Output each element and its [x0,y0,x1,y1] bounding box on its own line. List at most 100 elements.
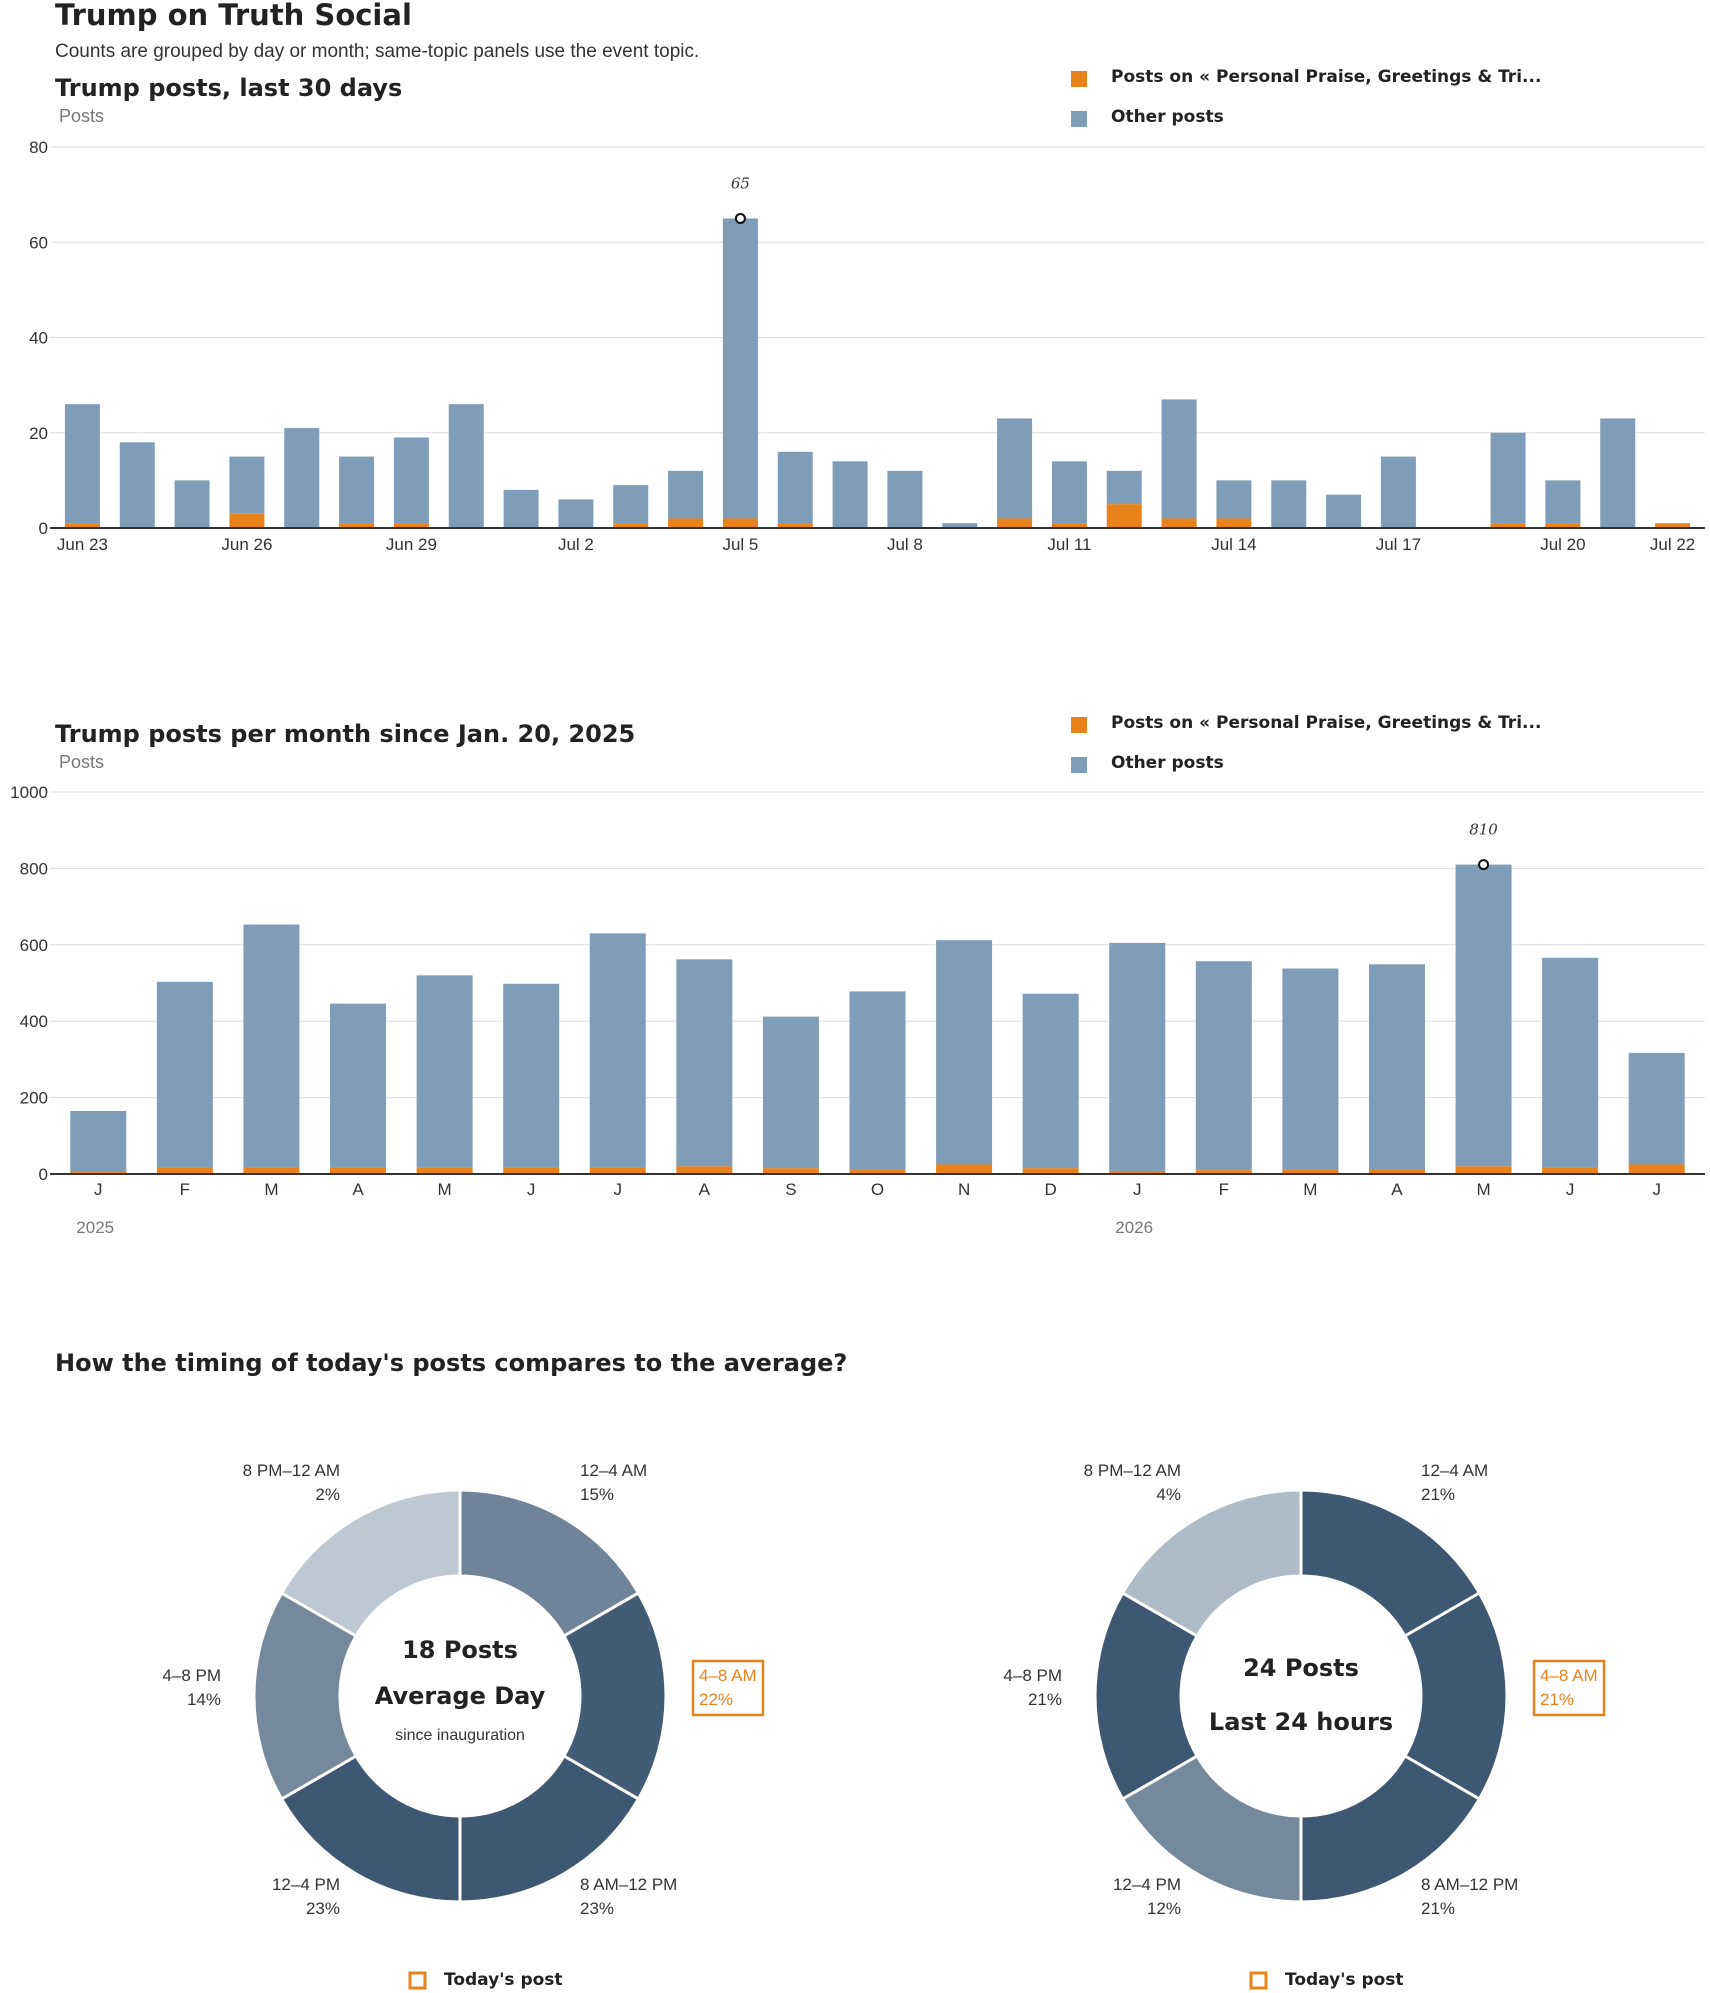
bar-topic [1022,1168,1079,1174]
bar-other [613,485,649,524]
donut-center-label: Average Day [375,1682,546,1710]
bar-other [64,404,100,524]
todays-post-label: Today's post [444,1970,563,1990]
x-tick-label: O [871,1180,884,1199]
bar-other [1545,480,1581,524]
x-tick-label: Jul 8 [887,535,923,554]
last-24h-donut: 12–4 AM 21% 4–8 AM 21% 8 AM–12 PM 21% 12–4 PM 1… [1003,1461,1606,1918]
peak-marker [1478,859,1490,871]
legend-label-topic: Posts on « Personal Praise, Greetings & … [1111,67,1541,87]
bar-topic [1195,1170,1252,1174]
x-tick-label: J [1652,1180,1661,1199]
bar-topic [777,523,813,528]
x-tick-label: Jul 20 [1540,535,1585,554]
bar-other [448,404,484,528]
slice-label: 12–4 PM [272,1875,340,1894]
bar-topic [936,1164,993,1174]
donut-slice [1299,1753,1482,1904]
slice-percent: 21% [1421,1485,1455,1504]
y-tick-label: 0 [39,1165,48,1184]
x-tick-label: F [180,1180,190,1199]
bar-topic [613,523,649,528]
bar-other [722,218,758,519]
x-tick-label: A [1391,1180,1403,1199]
bar-other [676,959,733,1167]
monthly-chart: Trump posts per month since Jan. 20, 202… [10,713,1705,1237]
slice-percent: 23% [580,1899,614,1918]
bar-topic [393,523,429,528]
bar-other [1326,494,1362,528]
y-tick-label: 1000 [10,783,48,802]
x-tick-label: Jun 26 [221,535,272,554]
bar-other [762,1016,819,1169]
slice-percent: 4% [1156,1485,1181,1504]
x-tick-label: N [958,1180,970,1199]
bar-topic [676,1166,733,1174]
x-tick-label: Jul 14 [1211,535,1256,554]
donut-slice [1093,1590,1200,1802]
bar-topic [1109,1170,1166,1174]
donut-legend-right: Today's post [1249,1970,1404,1990]
donut-slice [279,1488,462,1639]
donut-slice [279,1753,462,1904]
slice-label: 4–8 AM [1540,1666,1598,1685]
bar-other [243,924,300,1168]
slice-label: 8 PM–12 AM [243,1461,340,1480]
bar-other [416,975,473,1168]
slice-label: 8 AM–12 PM [580,1875,677,1894]
monthly-chart-ylabel: Posts [59,752,104,772]
bar-other [1271,480,1307,528]
bar-other [1490,432,1526,524]
slice-percent: 15% [580,1485,614,1504]
x-tick-label: J [1133,1180,1142,1199]
x-tick-label: M [1303,1180,1317,1199]
x-tick-label: Jun 29 [386,535,437,554]
year-label: 2026 [1115,1218,1153,1237]
donut-center-label: Last 24 hours [1209,1708,1393,1736]
bar-other [284,427,320,528]
y-tick-label: 600 [20,936,48,955]
donut-slice [1120,1753,1303,1904]
slice-label: 8 PM–12 AM [1084,1461,1181,1480]
average-day-donut: 12–4 AM 15% 4–8 AM 22% 8 AM–12 PM 23% 12–4 PM 2… [162,1461,765,1918]
donut-slice [458,1488,641,1639]
bar-topic [1542,1167,1599,1174]
bar-topic [1455,1166,1512,1174]
bar-other [589,933,646,1168]
bar-other [229,456,265,514]
daily-legend: Posts on « Personal Praise, Greetings & … [1071,67,1541,127]
x-tick-label: Jul 11 [1047,535,1091,554]
daily-chart-title: Trump posts, last 30 days [55,74,402,102]
bar-topic [849,1169,906,1174]
bar-other [339,456,375,524]
bar-topic [64,523,100,528]
bar-other [119,442,155,528]
slice-label: 12–4 AM [1421,1461,1488,1480]
todays-post-swatch [1249,1971,1268,1990]
bar-topic [339,523,375,528]
x-tick-label: Jul 5 [722,535,758,554]
bar-topic [1628,1164,1685,1174]
x-tick-label: J [1566,1180,1575,1199]
legend-swatch-other [1071,757,1087,773]
daily-chart: Trump posts, last 30 days Posts Posts on… [29,67,1705,554]
y-tick-label: 200 [20,1089,48,1108]
y-tick-label: 60 [29,233,48,252]
slice-percent: 22% [699,1690,733,1709]
peak-label: 65 [731,174,750,192]
x-tick-label: S [785,1180,796,1199]
slice-percent: 23% [306,1899,340,1918]
bar-other [1106,470,1142,505]
year-label: 2025 [76,1218,114,1237]
daily-chart-ylabel: Posts [59,106,104,126]
slice-label: 8 AM–12 PM [1421,1875,1518,1894]
x-tick-label: J [94,1180,103,1199]
page-title: Trump on Truth Social [55,0,412,32]
peak-marker [734,212,746,224]
slice-label: 12–4 AM [580,1461,647,1480]
slice-percent: 21% [1028,1690,1062,1709]
bar-other [1195,961,1252,1171]
x-tick-label: M [438,1180,452,1199]
slice-percent: 12% [1147,1899,1181,1918]
